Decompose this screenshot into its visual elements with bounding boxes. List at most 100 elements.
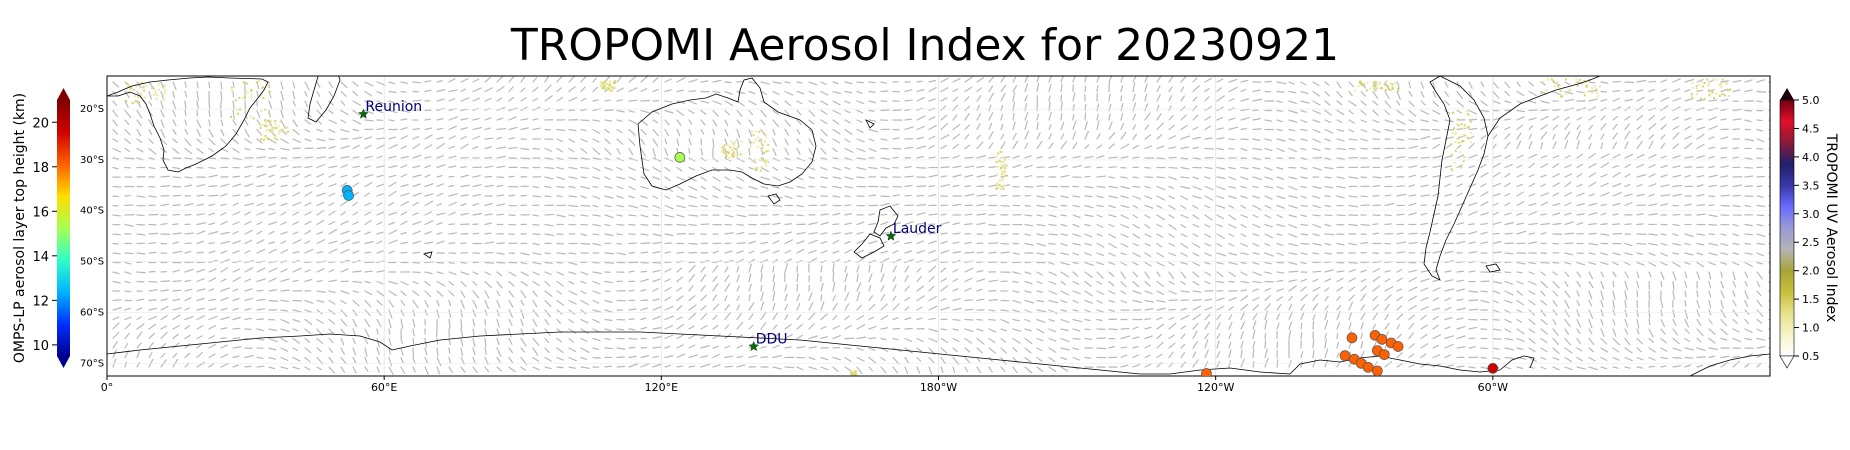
- wind-arrow: [1228, 233, 1235, 237]
- wind-arrow: [1216, 314, 1222, 321]
- wind-arrow: [508, 347, 514, 354]
- wind-arrow: [1192, 204, 1199, 210]
- wind-arrow: [1000, 104, 1004, 112]
- wind-arrow: [580, 309, 587, 315]
- wind-arrow: [1756, 318, 1763, 324]
- wind-arrow: [1396, 232, 1404, 235]
- wind-arrow: [916, 337, 924, 343]
- wind-arrow: [712, 345, 719, 349]
- wind-arrow: [1540, 183, 1546, 188]
- wind-arrow: [1564, 98, 1575, 102]
- wind-arrow: [496, 318, 500, 328]
- wind-arrow: [1624, 337, 1631, 346]
- wind-arrow: [472, 212, 483, 216]
- aerosol-pixel: [1556, 81, 1559, 84]
- aerosol-pixel: [265, 129, 268, 132]
- wind-arrow: [400, 118, 408, 121]
- wind-arrow: [172, 289, 181, 292]
- wind-arrow: [292, 356, 301, 362]
- aerosol-pixel: [765, 160, 768, 163]
- wind-arrow: [856, 81, 864, 84]
- wind-arrow: [1180, 114, 1187, 121]
- wind-arrow: [1516, 109, 1526, 113]
- wind-arrow: [268, 109, 271, 118]
- wind-arrow: [1012, 112, 1015, 121]
- wind-arrow: [1120, 214, 1130, 220]
- wind-arrow: [340, 164, 348, 169]
- aerosol-pixel: [264, 108, 267, 111]
- wind-arrow: [1048, 328, 1056, 333]
- wind-arrow: [1288, 321, 1292, 330]
- wind-arrow: [1192, 77, 1198, 83]
- wind-arrow: [676, 323, 685, 330]
- wind-arrow: [232, 194, 241, 197]
- right-colorbar-tick-label: 0.5: [1802, 350, 1820, 363]
- wind-arrow: [196, 147, 204, 154]
- wind-arrow: [172, 223, 179, 226]
- wind-arrow: [1228, 341, 1232, 349]
- wind-arrow: [1420, 165, 1428, 169]
- wind-arrow: [1492, 318, 1500, 321]
- wind-arrow: [988, 194, 998, 197]
- wind-arrow: [712, 265, 719, 273]
- wind-arrow: [124, 100, 129, 108]
- wind-arrow: [952, 318, 961, 321]
- wind-arrow: [964, 174, 974, 178]
- wind-arrow: [340, 90, 347, 97]
- aerosol-pixel: [1721, 78, 1724, 81]
- wind-arrow: [880, 81, 888, 84]
- wind-arrow: [1228, 166, 1236, 170]
- wind-arrow: [1348, 223, 1359, 227]
- wind-arrow: [148, 251, 157, 254]
- wind-arrow: [1144, 93, 1148, 102]
- wind-arrow: [1288, 204, 1298, 209]
- wind-arrow: [1264, 271, 1272, 275]
- wind-arrow: [964, 347, 971, 353]
- wind-arrow: [1588, 290, 1593, 300]
- wind-arrow: [1096, 85, 1099, 93]
- wind-arrow: [892, 203, 900, 207]
- wind-arrow: [1372, 295, 1378, 302]
- wind-arrow: [520, 157, 531, 160]
- wind-arrow: [1108, 328, 1119, 331]
- wind-arrow: [364, 144, 372, 150]
- wind-arrow: [256, 308, 266, 311]
- wind-arrow: [1336, 242, 1345, 246]
- wind-arrow: [772, 333, 779, 340]
- wind-arrow: [1012, 252, 1020, 255]
- wind-arrow: [1564, 81, 1571, 86]
- wind-arrow: [1060, 155, 1067, 159]
- wind-arrow: [1600, 182, 1609, 188]
- wind-arrow: [184, 288, 193, 292]
- wind-arrow: [508, 116, 517, 121]
- wind-arrow: [976, 134, 981, 140]
- wind-arrow: [340, 239, 350, 245]
- aerosol-pixel: [1695, 88, 1698, 91]
- wind-arrow: [1072, 309, 1079, 312]
- wind-arrow: [1636, 261, 1645, 266]
- wind-arrow: [316, 280, 323, 283]
- wind-arrow: [592, 290, 601, 295]
- wind-arrow: [1672, 165, 1681, 169]
- wind-arrow: [1636, 204, 1647, 207]
- wind-arrow: [916, 204, 927, 207]
- wind-arrow: [748, 313, 754, 321]
- wind-arrow: [1312, 270, 1322, 273]
- wind-arrow: [1612, 172, 1621, 178]
- left-colorbar-label: OMPS-LP aerosol layer top height (km): [12, 93, 28, 363]
- wind-arrow: [712, 90, 721, 94]
- aerosol-pixel: [126, 84, 129, 87]
- wind-arrow: [1684, 89, 1691, 93]
- wind-arrow: [820, 325, 827, 330]
- wind-arrow: [748, 273, 752, 283]
- wind-arrow: [1192, 114, 1199, 121]
- wind-arrow: [1084, 85, 1087, 93]
- wind-arrow: [1504, 212, 1512, 216]
- wind-arrow: [1444, 165, 1453, 169]
- wind-arrow: [460, 366, 466, 373]
- aerosol-pixel: [278, 129, 281, 132]
- wind-arrow: [1612, 89, 1621, 93]
- wind-arrow: [268, 221, 278, 226]
- wind-arrow: [1000, 194, 1008, 197]
- wind-arrow: [736, 138, 740, 147]
